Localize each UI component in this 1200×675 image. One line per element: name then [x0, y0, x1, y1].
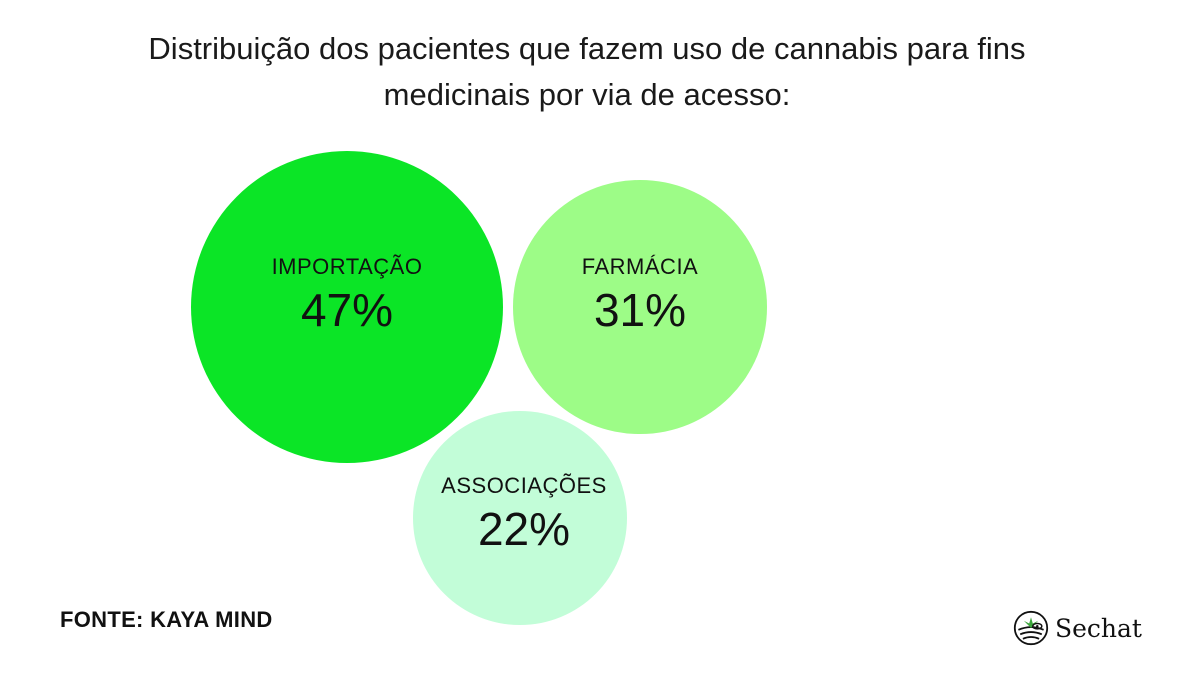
bubble-2 — [413, 411, 627, 625]
bubble-text-2: ASSOCIAÇÕES 22% — [404, 473, 644, 555]
bubble-value: 31% — [593, 284, 687, 336]
bubble-value: 22% — [477, 503, 571, 555]
bubble-value: 47% — [300, 284, 394, 336]
bubble-text-0: IMPORTAÇÃO 47% — [227, 254, 467, 336]
sechat-logo-icon — [1013, 610, 1049, 646]
bubble-label: ASSOCIAÇÕES — [441, 473, 607, 498]
source-note: FONTE: KAYA MIND — [60, 607, 273, 632]
bubble-0 — [191, 151, 503, 463]
chart-title: Distribuição dos pacientes que fazem uso… — [40, 26, 1134, 118]
bubble-text-1: FARMÁCIA 31% — [520, 254, 760, 336]
bubble-label: IMPORTAÇÃO — [271, 254, 423, 279]
brand: Sechat — [1013, 608, 1142, 648]
chart-title-line-1: Distribuição dos pacientes que fazem uso… — [148, 31, 1026, 66]
chart-title-line-2: medicinais por via de acesso: — [383, 77, 791, 112]
brand-name: Sechat — [1055, 613, 1142, 643]
bubble-1 — [513, 180, 767, 434]
bubble-label: FARMÁCIA — [581, 254, 699, 279]
